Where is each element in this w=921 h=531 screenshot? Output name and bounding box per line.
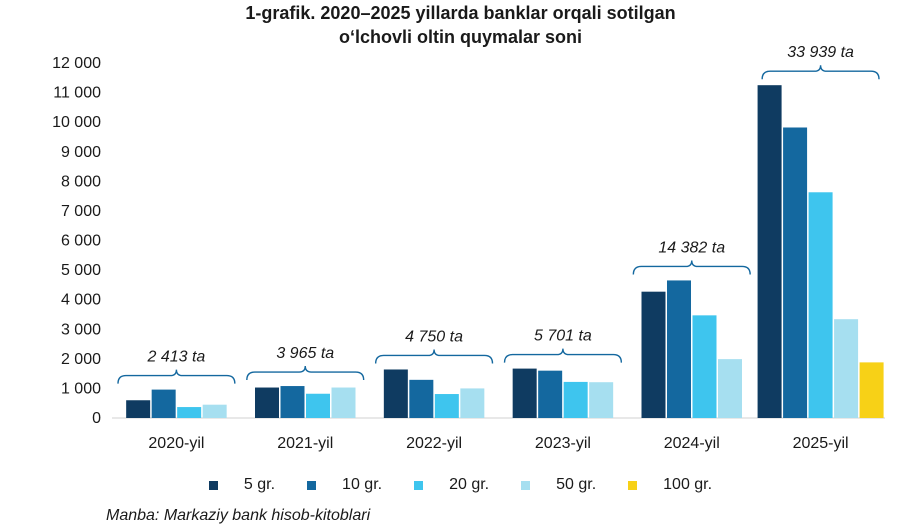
legend-swatch [414,480,424,490]
y-tick-label: 9 000 [61,144,101,161]
x-tick-label: 2023-yil [535,435,591,452]
bar [667,280,691,418]
total-label: 14 382 ta [658,239,725,256]
total-label: 2 413 ta [147,349,206,366]
bar [783,127,808,418]
legend-item: 20 gr. [414,476,489,494]
legend-item: 10 gr. [307,476,382,494]
total-brace [761,65,880,80]
legend-swatch [521,480,531,490]
y-tick-label: 4 000 [61,292,101,309]
total-label: 33 939 ta [787,44,854,61]
chart-title-line-2: oʻlchovli oltin quymalar soni [338,27,583,47]
bar [306,393,330,418]
bar [692,315,717,418]
bar [255,387,279,418]
y-tick-label: 11 000 [53,85,101,102]
bar [331,387,356,418]
chart-title-line-1: 1-grafik. 2020–2025 yillarda banklar orq… [245,3,676,23]
y-tick-label: 8 000 [61,173,101,190]
bar [409,379,434,418]
legend-label: 50 gr. [556,476,597,493]
bar [563,381,588,418]
legend-label: 100 gr. [663,476,713,493]
x-tick-label: 2020-yil [148,435,204,452]
legend-swatch [628,480,638,490]
legend-swatch [208,480,218,490]
bar [859,362,884,418]
bar [460,388,485,418]
total-label: 4 750 ta [405,328,463,345]
bar [512,368,537,418]
bar [538,370,563,418]
bar [383,369,408,418]
total-brace [632,260,751,275]
x-tick-label: 2021-yil [277,435,333,452]
bar [641,291,666,418]
total-label: 3 965 ta [276,345,334,362]
y-tick-label: 12 000 [52,55,101,72]
total-brace [374,349,494,364]
legend-label: 5 gr. [243,476,276,493]
legend-item: 100 gr. [628,476,712,494]
legend-label: 20 gr. [449,476,490,493]
bar [757,85,782,418]
bar [151,389,176,418]
bar [808,192,833,418]
total-label: 5 701 ta [534,328,592,345]
total-brace [246,366,365,381]
legend-label: 10 gr. [342,476,383,493]
x-tick-label: 2022-yil [406,435,462,452]
chart-legend: 5 gr. 10 gr. 20 gr. 50 gr. 100 gr. [0,476,921,494]
y-tick-label: 5 000 [61,262,101,279]
x-tick-label: 2025-yil [793,435,849,452]
bar [202,404,227,418]
y-tick-label: 10 000 [52,114,101,131]
bar [434,394,459,418]
source-note: Manba: Markaziy bank hisob-kitoblari [106,507,371,524]
total-brace [503,348,623,363]
x-tick-label: 2024-yil [664,435,720,452]
bar [177,407,202,418]
y-tick-label: 1 000 [61,380,101,397]
bar-chart: 0 1 000 2 000 3 000 4 000 5 000 6 000 7 000 8 00… [52,44,885,452]
legend-item: 5 gr. [208,476,276,494]
legend-swatch [307,480,317,490]
y-tick-label: 2 000 [61,351,101,368]
bar [280,386,305,418]
bar [126,400,151,418]
y-tick-label: 3 000 [61,321,101,338]
y-tick-label: 7 000 [61,203,101,220]
bar [834,319,859,418]
total-brace [117,369,236,384]
bar [718,359,742,418]
legend-item: 50 gr. [521,476,596,494]
bar [589,382,614,418]
y-tick-label: 0 [92,410,101,427]
y-tick-label: 6 000 [61,233,101,250]
